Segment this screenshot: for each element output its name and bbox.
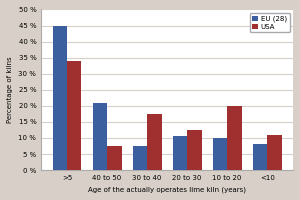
Bar: [267, 135, 282, 170]
Bar: [173, 136, 187, 170]
Bar: [147, 114, 161, 170]
Legend: EU (28), USA: EU (28), USA: [250, 13, 290, 32]
Bar: [187, 130, 202, 170]
Bar: [133, 146, 147, 170]
Bar: [67, 61, 82, 170]
Bar: [227, 106, 242, 170]
Bar: [107, 146, 122, 170]
Bar: [213, 138, 227, 170]
X-axis label: Age of the actually operates lime kiln (years): Age of the actually operates lime kiln (…: [88, 187, 246, 193]
Bar: [93, 103, 107, 170]
Bar: [53, 26, 67, 170]
Bar: [253, 144, 267, 170]
Y-axis label: Percentage of kilns: Percentage of kilns: [7, 56, 13, 123]
